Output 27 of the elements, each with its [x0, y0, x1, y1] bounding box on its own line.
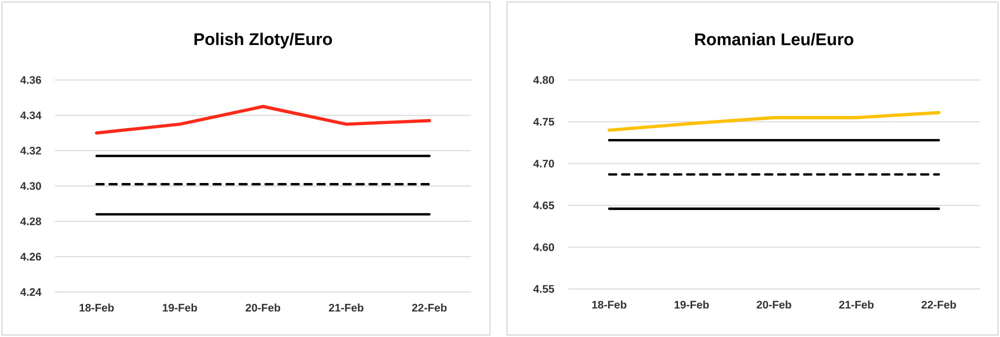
- y-tick-label: 4.34: [20, 111, 42, 120]
- y-tick-label: 4.28: [20, 217, 42, 226]
- y-tick-label: 4.65: [533, 202, 554, 210]
- y-tick-label: 4.32: [20, 146, 42, 155]
- y-tick-label: 4.80: [533, 76, 554, 84]
- chart-title: Polish Zloty/Euro: [194, 32, 332, 48]
- x-tick-label: 20-Feb: [246, 304, 280, 312]
- line-series: [608, 111, 940, 132]
- chart-title: Romanian Leu/Euro: [695, 32, 854, 46]
- y-tick-label: 4.75: [533, 118, 554, 126]
- x-tick-label: 22-Feb: [412, 304, 447, 312]
- y-tick-label: 4.26: [20, 252, 42, 261]
- y-tick-label: 4.36: [20, 76, 42, 84]
- line-series: [95, 104, 432, 135]
- x-tick-label: 18-Feb: [80, 304, 114, 312]
- y-tick-label: 4.55: [533, 285, 554, 293]
- x-tick-label: 20-Feb: [756, 300, 792, 309]
- y-tick-label: 4.60: [533, 243, 554, 252]
- y-tick-label: 4.70: [533, 160, 554, 168]
- y-tick-label: 4.24: [20, 288, 42, 296]
- y-tick-label: 4.30: [20, 182, 42, 190]
- x-tick-label: 21-Feb: [328, 304, 364, 312]
- x-tick-label: 19-Feb: [674, 300, 709, 309]
- x-tick-label: 21-Feb: [839, 300, 874, 309]
- x-tick-label: 19-Feb: [162, 304, 198, 312]
- x-tick-label: 18-Feb: [592, 300, 626, 309]
- x-tick-label: 22-Feb: [922, 300, 956, 309]
